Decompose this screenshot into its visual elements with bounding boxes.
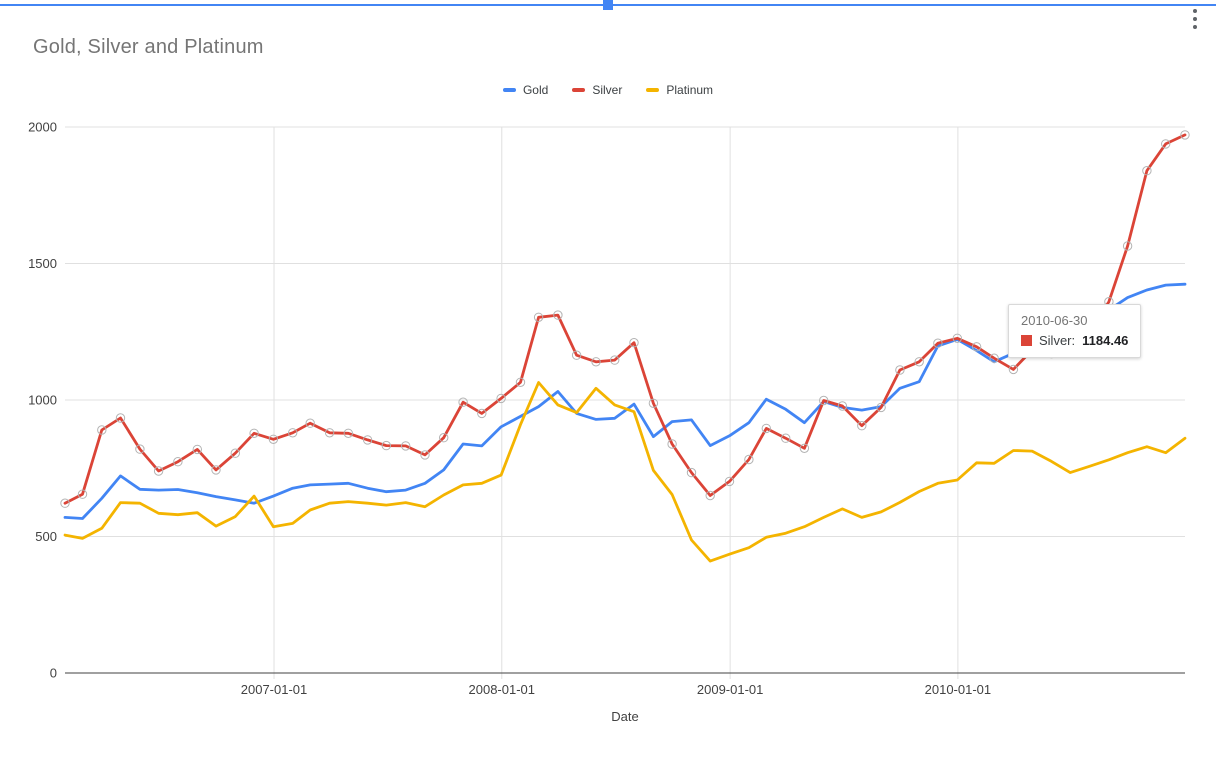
chart-legend: Gold Silver Platinum — [0, 83, 1216, 97]
legend-item-silver[interactable]: Silver — [572, 83, 622, 97]
silver-series-swatch-icon — [1021, 335, 1032, 346]
kebab-menu-icon — [1193, 17, 1197, 21]
legend-label: Platinum — [666, 83, 714, 97]
hover-tooltip: 2010-06-30 Silver: 1184.46 — [1008, 304, 1142, 358]
legend-label: Silver — [592, 83, 623, 97]
chart-resize-handle[interactable] — [603, 0, 613, 10]
kebab-menu-icon — [1193, 25, 1197, 29]
svg-text:2007-01-01: 2007-01-01 — [241, 682, 308, 697]
svg-text:2009-01-01: 2009-01-01 — [697, 682, 764, 697]
chart-options-menu-button[interactable] — [1188, 8, 1202, 30]
svg-text:1000: 1000 — [28, 393, 57, 408]
tooltip-value: 1184.46 — [1082, 333, 1129, 348]
svg-text:2010-01-01: 2010-01-01 — [925, 682, 992, 697]
svg-text:500: 500 — [35, 529, 57, 544]
svg-text:1500: 1500 — [28, 256, 57, 271]
kebab-menu-icon — [1193, 9, 1197, 13]
svg-text:2008-01-01: 2008-01-01 — [469, 682, 536, 697]
tooltip-date: 2010-06-30 — [1021, 313, 1088, 328]
gold-series-swatch-icon — [502, 88, 516, 92]
svg-text:Date: Date — [611, 709, 638, 724]
legend-label: Gold — [522, 83, 549, 97]
legend-item-platinum[interactable]: Platinum — [646, 83, 713, 97]
silver-series-swatch-icon — [572, 88, 586, 92]
svg-text:0: 0 — [50, 666, 57, 681]
tooltip-series-label: Silver: — [1039, 333, 1076, 348]
legend-item-gold[interactable]: Gold — [502, 83, 549, 97]
svg-text:2000: 2000 — [28, 120, 57, 135]
chart-title: Gold, Silver and Platinum — [33, 36, 264, 58]
platinum-series-swatch-icon — [646, 88, 660, 92]
